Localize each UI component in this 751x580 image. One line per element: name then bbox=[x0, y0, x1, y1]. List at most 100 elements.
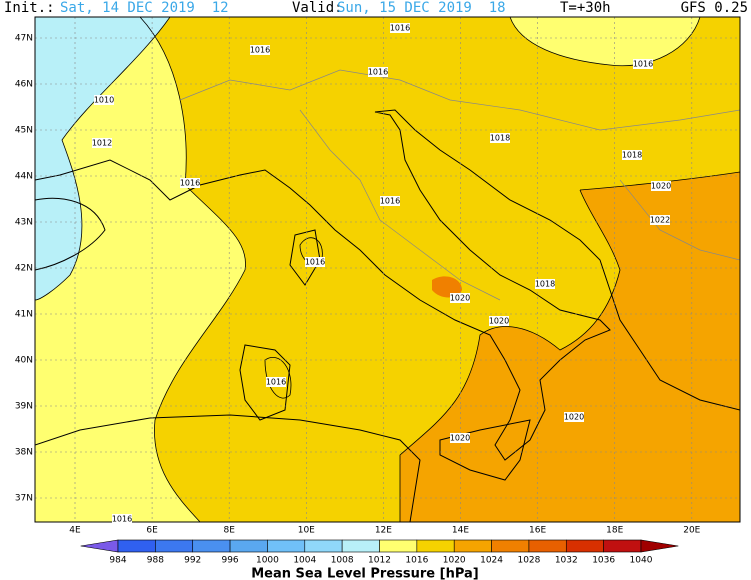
isobar-label-box bbox=[266, 377, 286, 387]
isobar-label: 1018 bbox=[490, 134, 510, 143]
lon-label: 14E bbox=[452, 526, 469, 536]
colorbar-segment bbox=[528, 539, 567, 553]
colorbar-label: 1032 bbox=[555, 556, 578, 566]
coastlines bbox=[35, 109, 740, 522]
colorbar-label: 992 bbox=[184, 556, 201, 566]
lat-label: 42N bbox=[15, 264, 33, 274]
colorbar-segment bbox=[379, 539, 418, 553]
lead-time: T=+30h bbox=[560, 0, 611, 16]
lat-label: 45N bbox=[15, 126, 33, 136]
band-1012-1016 bbox=[35, 17, 246, 522]
isobar-label: 1016 bbox=[180, 179, 200, 188]
lat-label: 46N bbox=[15, 80, 33, 90]
isobar-label: 1016 bbox=[250, 46, 270, 55]
isobar-label: 1022 bbox=[650, 216, 670, 225]
colorbar-label: 1000 bbox=[256, 556, 279, 566]
colorbar-end bbox=[640, 539, 679, 553]
colorbar-label: 1008 bbox=[331, 556, 354, 566]
colorbar-label: 1040 bbox=[630, 556, 653, 566]
colorbar-segment bbox=[267, 539, 306, 553]
colorbar-segment bbox=[229, 539, 268, 553]
colorbar-segment bbox=[155, 539, 194, 553]
colorbar-label: 1004 bbox=[293, 556, 316, 566]
isobar-label-box bbox=[450, 293, 470, 303]
lon-label: 12E bbox=[375, 526, 392, 536]
isobar-label: 1016 bbox=[368, 68, 388, 77]
lon-label: 16E bbox=[529, 526, 546, 536]
lon-label: 6E bbox=[146, 526, 158, 536]
pressure-field bbox=[35, 17, 740, 522]
init-label: Init.: bbox=[4, 0, 55, 16]
isobar-label: 1016 bbox=[112, 515, 132, 524]
colorbar-segment bbox=[565, 539, 604, 553]
colorbar-label: 1028 bbox=[517, 556, 540, 566]
isobar-label: 1018 bbox=[535, 280, 555, 289]
colorbar-label: 988 bbox=[147, 556, 164, 566]
isobar-label: 1020 bbox=[489, 317, 509, 326]
isobar-label: 1020 bbox=[564, 413, 584, 422]
isobar-label-box bbox=[633, 59, 653, 69]
map-frame bbox=[34, 16, 741, 523]
model-name: GFS 0.25 bbox=[681, 0, 748, 16]
isobar-label: 1016 bbox=[633, 60, 653, 69]
borders bbox=[179, 69, 740, 301]
band-1024-1028 bbox=[432, 276, 462, 298]
colorbar-label: 996 bbox=[221, 556, 238, 566]
colorbar-label: 1012 bbox=[368, 556, 391, 566]
isobar-label-box bbox=[368, 67, 388, 77]
lat-label: 44N bbox=[15, 172, 33, 182]
isobar-label-box bbox=[535, 279, 555, 289]
isobar-label-box bbox=[564, 412, 584, 422]
isobar-label: 1016 bbox=[266, 378, 286, 387]
lon-label: 10E bbox=[298, 526, 315, 536]
lat-label: 47N bbox=[15, 34, 33, 44]
band-1012-1016 bbox=[510, 17, 700, 66]
isobar-label-box bbox=[622, 150, 642, 160]
init-time: Sat, 14 DEC 2019 12 bbox=[60, 0, 229, 16]
lat-label: 38N bbox=[15, 448, 33, 458]
lon-label: 8E bbox=[223, 526, 235, 536]
lat-label: 43N bbox=[15, 218, 33, 228]
lat-label: 40N bbox=[15, 356, 33, 366]
colorbar-label: 984 bbox=[109, 556, 126, 566]
isobar-label-box bbox=[380, 196, 400, 206]
colorbar-segment bbox=[603, 539, 642, 553]
isobar-label: 1020 bbox=[651, 182, 671, 191]
isobar-label: 1016 bbox=[380, 197, 400, 206]
lat-label: 41N bbox=[15, 310, 33, 320]
colorbar-segment bbox=[491, 539, 530, 553]
lon-label: 18E bbox=[606, 526, 623, 536]
colorbar-label: 1024 bbox=[480, 556, 503, 566]
isobar-label-box bbox=[250, 45, 270, 55]
lat-label: 39N bbox=[15, 402, 33, 412]
isobar-label-box bbox=[112, 514, 132, 524]
isobar-label-box bbox=[450, 433, 470, 443]
colorbar-label: 1016 bbox=[405, 556, 428, 566]
isobar-label-box bbox=[490, 133, 510, 143]
lat-label: 37N bbox=[15, 494, 33, 504]
isobar-label: 1016 bbox=[390, 24, 410, 33]
lon-label: 4E bbox=[69, 526, 81, 536]
lon-label: 20E bbox=[683, 526, 700, 536]
isobar-label-box bbox=[305, 257, 325, 267]
colorbar-segment bbox=[117, 539, 156, 553]
isobar-label-box bbox=[650, 215, 670, 225]
isobar-label-box bbox=[180, 178, 200, 188]
colorbar-segment bbox=[304, 539, 343, 553]
band-1008-1012 bbox=[35, 17, 170, 300]
isobar-label: 1010 bbox=[94, 96, 114, 105]
isobar-label: 1018 bbox=[622, 151, 642, 160]
isobar-labels: 1016 1016 1016 1016 1010 1012 1016 1018 1018 1020… bbox=[92, 23, 671, 524]
isobar-label-box bbox=[94, 95, 114, 105]
colorbar-segment bbox=[416, 539, 455, 553]
isobar-label: 1020 bbox=[450, 434, 470, 443]
isobar-label: 1020 bbox=[450, 294, 470, 303]
band-1020-1024 bbox=[400, 172, 740, 522]
colorbar-label: 1036 bbox=[592, 556, 615, 566]
valid-label: Valid: bbox=[292, 0, 343, 16]
colorbar-title: Mean Sea Level Pressure [hPa] bbox=[251, 567, 479, 580]
colorbar-segment bbox=[341, 539, 380, 553]
colorbar-label: 1020 bbox=[443, 556, 466, 566]
isobar-label-box bbox=[489, 316, 509, 326]
